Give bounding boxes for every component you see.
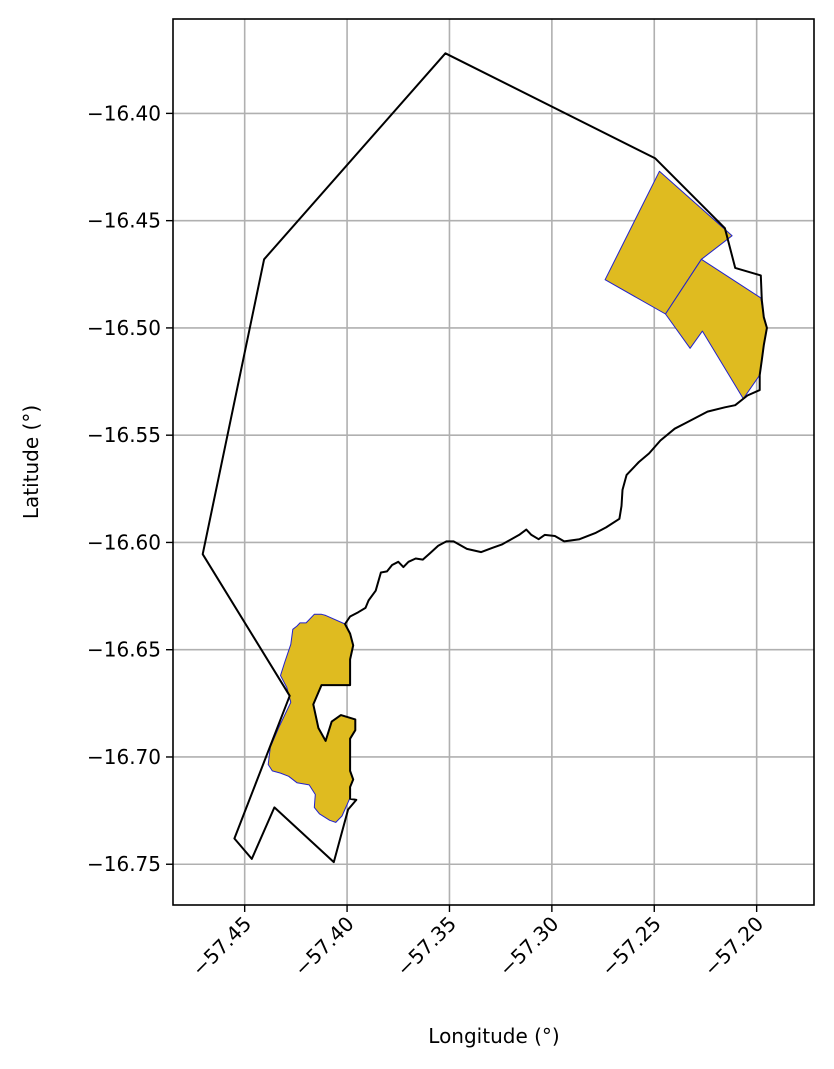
- y-tick-label: −16.55: [87, 423, 161, 447]
- region-boundary: [201, 52, 768, 864]
- protected-areas: [267, 170, 768, 823]
- x-axis-label: Longitude (°): [428, 1024, 559, 1048]
- y-tick-label: −16.50: [87, 316, 161, 340]
- y-tick-label: −16.40: [87, 101, 161, 125]
- y-tick-label: −16.45: [87, 209, 161, 233]
- y-tick-label: −16.60: [87, 530, 161, 554]
- y-tick-label: −16.65: [87, 638, 161, 662]
- y-axis-label: Latitude (°): [19, 405, 43, 519]
- y-axis: −16.40 −16.45 −16.50 −16.55 −16.60 −16.65 −16.…: [87, 101, 173, 876]
- plot-frame: [172, 18, 815, 906]
- y-tick-label: −16.70: [87, 745, 161, 769]
- grid-lines: [173, 19, 814, 905]
- y-tick-label: −16.75: [87, 852, 161, 876]
